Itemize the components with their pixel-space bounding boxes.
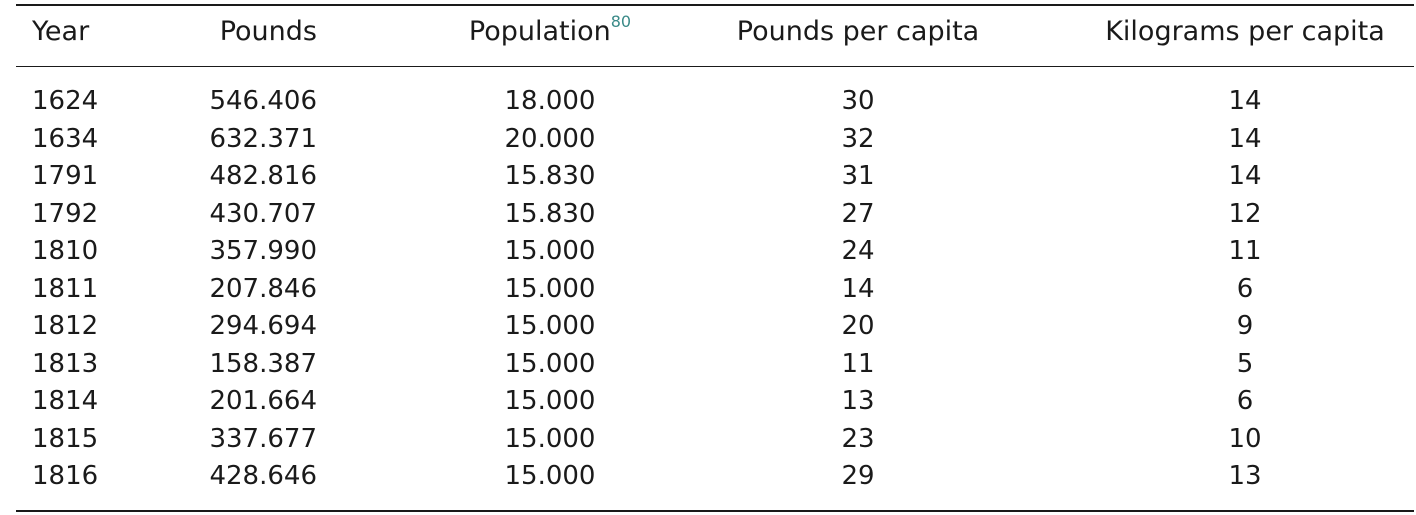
cell-year: 1792 [32,198,99,229]
cell-kilograms-per-capita: 5 [1236,348,1254,379]
table-row: 1624 546.406 18.000 30 14 [16,83,1414,121]
cell-population: 15.000 [504,348,596,379]
table-row: 1811 207.846 15.000 14 6 [16,271,1414,309]
cell-kilograms-per-capita: 6 [1236,386,1254,416]
cell-pounds: 632.371 [209,123,317,154]
cell-year: 1624 [32,86,99,116]
cell-kilograms-per-capita: 14 [1228,86,1262,116]
cell-kilograms-per-capita: 13 [1228,461,1262,491]
table-row: 1814 201.664 15.000 13 6 [16,383,1414,421]
cell-kilograms-per-capita: 12 [1228,198,1262,229]
cell-pounds: 294.694 [209,311,317,341]
cell-kilograms-per-capita: 14 [1228,123,1262,154]
table-row: 1815 337.677 15.000 23 10 [16,421,1414,459]
cell-pounds: 207.846 [209,273,317,304]
cell-year: 1634 [32,123,99,154]
cell-pounds-per-capita: 14 [841,273,875,304]
cell-pounds-per-capita: 23 [841,423,875,454]
population-footnote-link[interactable]: 80 [610,12,632,31]
cell-pounds-per-capita: 20 [841,311,875,341]
cell-population: 15.000 [504,273,596,304]
table-row: 1634 632.371 20.000 32 14 [16,121,1414,159]
cell-year: 1810 [32,236,99,266]
cell-population: 15.000 [504,236,596,266]
table-row: 1792 430.707 15.830 27 12 [16,196,1414,234]
cell-pounds-per-capita: 29 [841,461,875,491]
header-pounds-per-capita: Pounds per capita [736,16,980,47]
header-population-label: Population [468,16,611,47]
cell-year: 1813 [32,348,99,379]
cell-kilograms-per-capita: 6 [1236,273,1254,304]
cell-kilograms-per-capita: 14 [1228,161,1262,191]
cell-population: 15.000 [504,386,596,416]
cell-year: 1791 [32,161,99,191]
cell-pounds: 428.646 [209,461,317,491]
cell-population: 15.000 [504,461,596,491]
table-row: 1791 482.816 15.830 31 14 [16,158,1414,196]
cell-pounds-per-capita: 27 [841,198,875,229]
cell-kilograms-per-capita: 11 [1228,236,1262,266]
table-header-rule [16,66,1414,67]
cell-pounds: 337.677 [209,423,317,454]
table-row: 1810 357.990 15.000 24 11 [16,233,1414,271]
cell-population: 15.000 [504,311,596,341]
header-pounds: Pounds [219,16,317,47]
cell-year: 1816 [32,461,99,491]
cell-population: 15.000 [504,423,596,454]
cell-pounds: 158.387 [209,348,317,379]
cell-pounds-per-capita: 31 [841,161,875,191]
table-row: 1816 428.646 15.000 29 13 [16,458,1414,496]
cell-year: 1811 [32,273,99,304]
cell-pounds: 430.707 [209,198,317,229]
cell-year: 1812 [32,311,99,341]
header-population: Population80 [436,12,664,52]
header-kilograms-per-capita: Kilograms per capita [1105,16,1385,47]
cell-population: 20.000 [504,123,596,154]
cell-pounds-per-capita: 24 [841,236,875,266]
cell-kilograms-per-capita: 9 [1236,311,1254,341]
cell-pounds-per-capita: 30 [841,86,875,116]
cell-pounds: 482.816 [209,161,317,191]
cell-population: 15.830 [504,161,596,191]
table-header-row: Year Pounds Population80 Pounds per capi… [16,12,1414,52]
cell-pounds-per-capita: 11 [841,348,875,379]
table-body: 1624 546.406 18.000 30 14 1634 632.371 2… [16,83,1414,496]
cell-year: 1815 [32,423,99,454]
cell-pounds-per-capita: 32 [841,123,875,154]
cell-population: 15.830 [504,198,596,229]
cell-pounds: 546.406 [209,86,317,116]
cell-pounds-per-capita: 13 [841,386,875,416]
cell-pounds: 201.664 [209,386,317,416]
table-top-rule [16,4,1414,6]
cell-pounds: 357.990 [209,236,317,266]
table-row: 1813 158.387 15.000 11 5 [16,346,1414,384]
cell-kilograms-per-capita: 10 [1228,423,1262,454]
table-bottom-rule [16,510,1414,512]
table-row: 1812 294.694 15.000 20 9 [16,308,1414,346]
header-year: Year [32,16,90,47]
cell-population: 18.000 [504,86,596,116]
cell-year: 1814 [32,386,99,416]
